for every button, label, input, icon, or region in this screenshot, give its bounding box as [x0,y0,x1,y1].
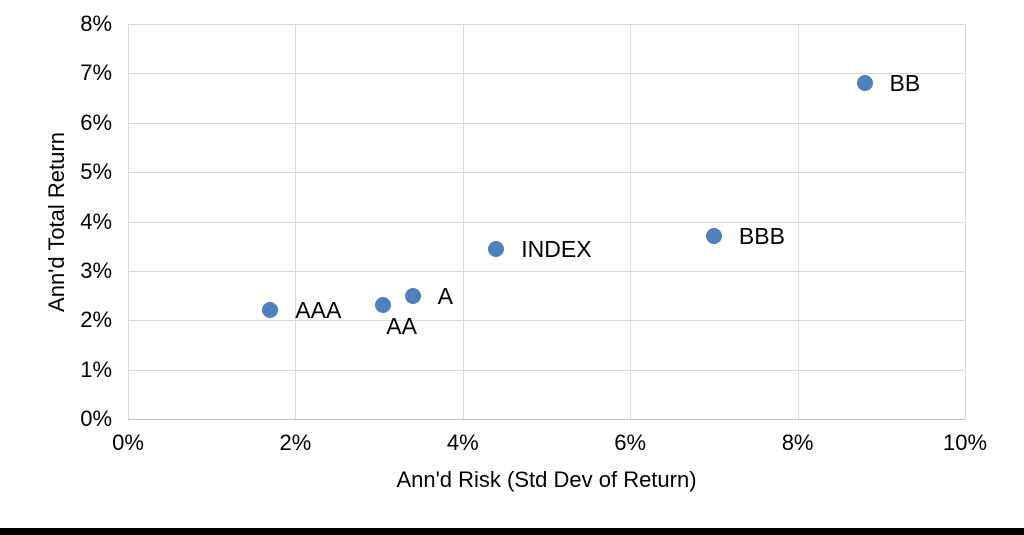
data-point-label-bbb: BBB [738,223,785,250]
data-point-label-a: A [437,282,453,309]
data-point-aaa [262,302,279,319]
gridline-horizontal [128,122,965,124]
y-tick-label: 0% [80,406,112,431]
x-axis-title: Ann'd Risk (Std Dev of Return) [396,467,697,492]
data-point-bbb [705,228,722,245]
y-tick-label: 8% [80,11,112,36]
bottom-black-bar [0,528,1024,535]
y-tick-label: 2% [80,307,112,333]
x-tick-label: 10% [942,430,988,455]
data-point-aa [375,297,392,314]
y-tick-label: 1% [80,356,112,382]
data-point-label-aa: AA [386,313,417,340]
x-axis-line [128,419,965,420]
x-tick-label: 0% [112,430,144,455]
gridline-horizontal [128,172,965,174]
data-point-index [488,240,505,257]
x-tick-label: 8% [781,430,814,455]
gridline-horizontal [128,369,965,371]
y-tick-label: 3% [80,257,112,283]
gridline-horizontal [128,221,965,223]
gridline-vertical [965,24,966,419]
gridline-horizontal [128,320,965,322]
data-point-bb [856,75,873,92]
x-tick-label: 6% [614,430,647,455]
x-tick-label: 4% [446,430,479,455]
x-tick-label: 2% [279,430,312,455]
y-tick-label: 5% [80,159,112,185]
plot-area [128,24,966,420]
y-tick-label: 4% [80,208,112,234]
data-point-label-index: INDEX [521,235,592,262]
gridline-horizontal [128,73,965,75]
data-point-label-aaa: AAA [295,297,342,324]
gridline-horizontal [128,270,965,272]
gridline-horizontal [128,24,965,25]
data-point-label-bb: BB [889,70,921,97]
y-tick-label: 6% [80,109,112,135]
data-point-a [404,287,421,304]
y-tick-label: 7% [80,60,112,86]
